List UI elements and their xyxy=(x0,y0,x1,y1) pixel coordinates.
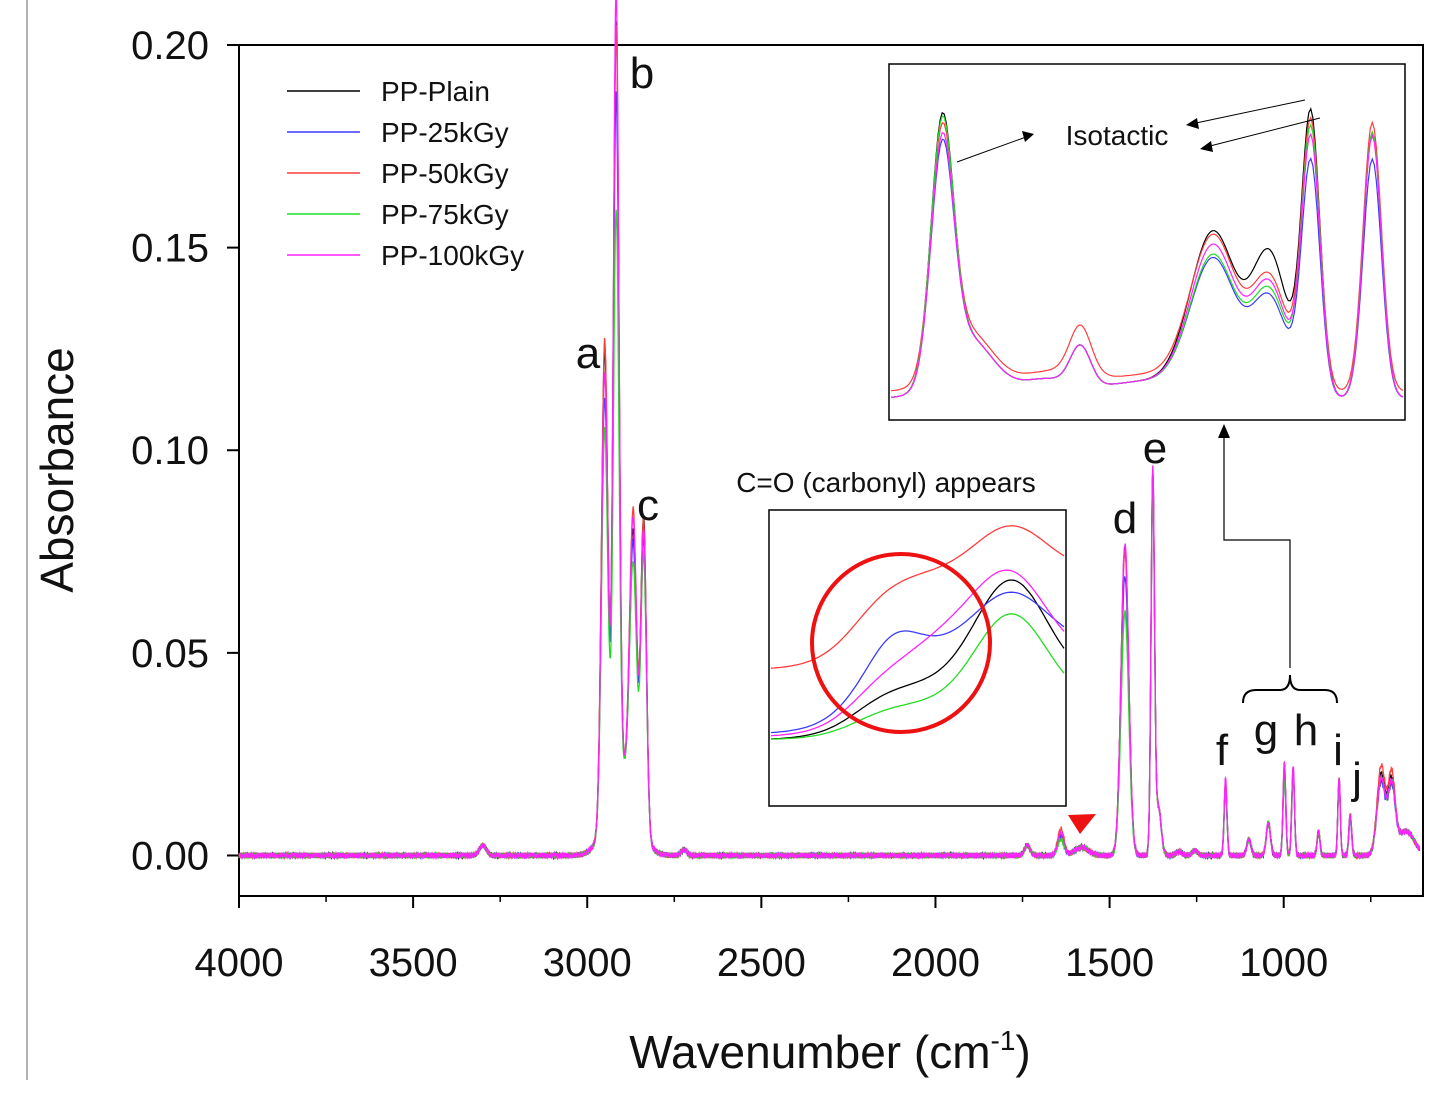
plot-frame xyxy=(238,44,1424,897)
x-tick-label: 2000 xyxy=(891,941,980,985)
carbonyl-inset xyxy=(770,525,1065,740)
peak-label-j: j xyxy=(1350,754,1362,803)
carbonyl-inset-frame xyxy=(768,509,1067,807)
carbonyl-highlight-circle xyxy=(810,552,992,734)
y-tick-label: 0.00 xyxy=(131,834,209,878)
legend-label: PP-25kGy xyxy=(381,117,509,148)
peak-label-a: a xyxy=(576,329,601,378)
x-axis-title-main: Wavenumber (cm xyxy=(629,1026,990,1078)
x-tick-label: 3000 xyxy=(543,941,632,985)
x-tick-label: 4000 xyxy=(195,941,284,985)
legend-label: PP-Plain xyxy=(381,76,490,107)
carbonyl-inset-line xyxy=(770,591,1065,734)
legend-label: PP-50kGy xyxy=(381,158,509,189)
y-axis-title: Absorbance xyxy=(31,347,83,593)
inset-pointer-line xyxy=(1223,436,1291,668)
x-axis-title-superscript: -1 xyxy=(991,1025,1016,1056)
peak-label-g: g xyxy=(1254,706,1278,755)
y-tick-label: 0.20 xyxy=(131,24,209,68)
x-tick-label: 2500 xyxy=(717,941,806,985)
isotactic-inset xyxy=(890,107,1404,398)
carbonyl-inset-line xyxy=(770,613,1065,740)
peak-label-b: b xyxy=(630,49,654,98)
legend: PP-Plain PP-25kGy PP-50kGy PP-75kGy PP-100kG… xyxy=(287,76,524,271)
x-axis-title: Wavenumber (cm-1) xyxy=(629,1025,1031,1078)
carbonyl-marker-icon xyxy=(1068,814,1096,834)
y-tick-label: 0.05 xyxy=(131,632,209,676)
peak-label-c: c xyxy=(637,481,659,530)
peak-label-d: d xyxy=(1113,494,1137,543)
isotactic-inset-frame xyxy=(888,63,1406,421)
legend-label: PP-100kGy xyxy=(381,240,524,271)
x-axis-title-end: ) xyxy=(1015,1026,1030,1078)
peak-label-f: f xyxy=(1216,726,1229,775)
x-tick-label: 3500 xyxy=(369,941,458,985)
x-tick-label: 1500 xyxy=(1065,941,1154,985)
peak-group-bracket xyxy=(1242,674,1338,704)
series-lines xyxy=(238,0,1421,861)
isotactic-inset-line xyxy=(890,131,1404,398)
carbonyl-inset-line xyxy=(770,525,1065,669)
peak-labels: a b c de f g h ij xyxy=(576,49,1362,803)
y-tick-label: 0.15 xyxy=(131,227,209,271)
isotactic-annotation: Isotactic xyxy=(1066,120,1169,151)
inset-pointer-arrowhead xyxy=(1218,424,1230,438)
peak-label-e: e xyxy=(1143,424,1167,473)
axis-ticks: 0.00 0.05 0.10 0.15 0.20 4000 3500 3000 2500 2000… xyxy=(131,24,1372,985)
series-line-pp-100kgy xyxy=(238,0,1421,861)
x-tick-label: 1000 xyxy=(1239,941,1328,985)
peak-label-i: i xyxy=(1333,726,1343,775)
carbonyl-annotation: C=O (carbonyl) appears xyxy=(736,467,1036,498)
legend-label: PP-75kGy xyxy=(381,199,509,230)
peak-label-h: h xyxy=(1294,706,1318,755)
y-tick-label: 0.10 xyxy=(131,429,209,473)
carbonyl-inset-line xyxy=(770,579,1065,740)
isotactic-arrows xyxy=(956,99,1321,163)
carbonyl-inset-line xyxy=(770,569,1065,737)
